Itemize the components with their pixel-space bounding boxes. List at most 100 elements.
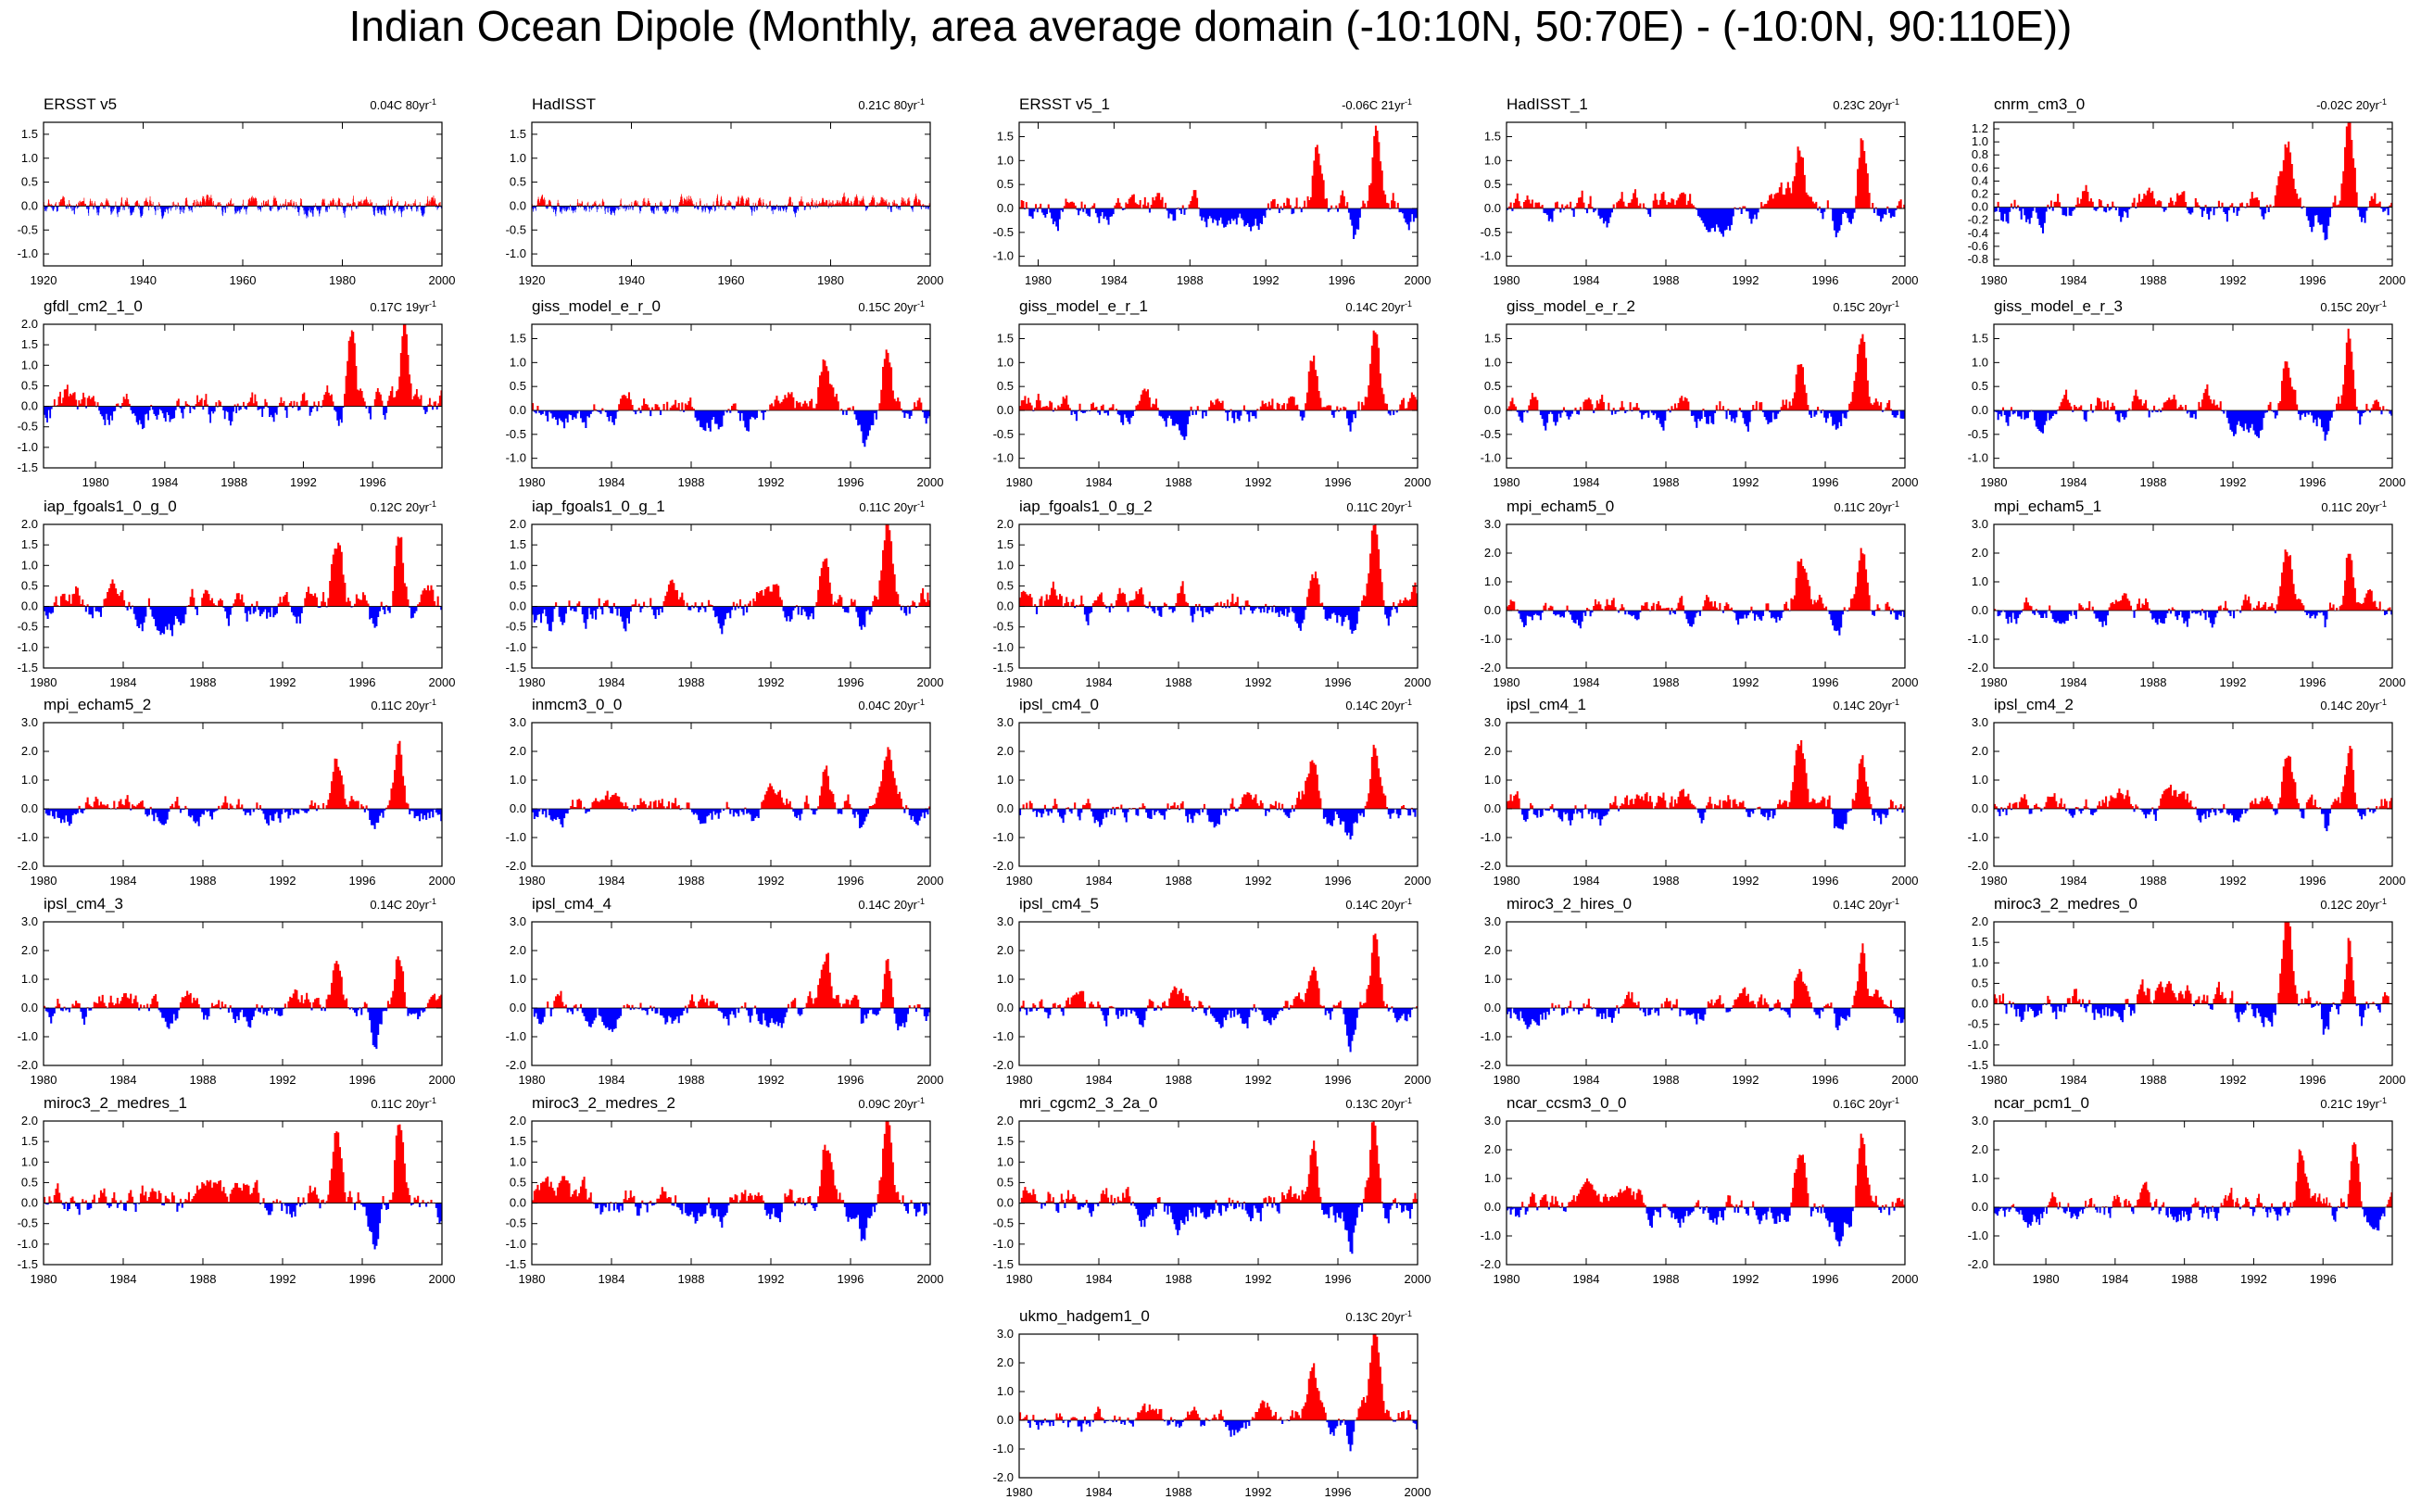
negative-bars [1019, 1203, 1413, 1254]
x-tick-label: 1980 [1494, 1272, 1520, 1286]
x-tick-label: 1980 [329, 273, 356, 287]
panel-stat-exponent: -1 [1892, 897, 1899, 906]
x-tick-label: 1988 [190, 1272, 217, 1286]
x-tick-label: 1980 [31, 874, 57, 888]
y-tick-label: -2.0 [993, 859, 1014, 873]
y-tick-label: 2.0 [997, 943, 1014, 957]
y-tick-label: 0.0 [21, 198, 38, 212]
y-tick-label: 0.5 [1972, 379, 1988, 393]
x-tick-label: 1992 [1733, 1272, 1759, 1286]
y-tick-label: 0.0 [997, 1196, 1014, 1210]
panel-stat: 0.15C 20yr-1 [1833, 299, 1899, 314]
x-tick-label: 1984 [1573, 1272, 1600, 1286]
x-tick-label: 1988 [2140, 475, 2167, 489]
y-tick-label: -0.5 [18, 420, 38, 434]
positive-bars [1994, 745, 2393, 809]
panel-frame [1018, 323, 1419, 469]
y-tick-label: 0.0 [21, 1001, 38, 1014]
panel-title: mri_cgcm2_3_2a_0 [1019, 1094, 1157, 1112]
x-tick-label: 1988 [678, 1272, 705, 1286]
y-tick-label: -1.5 [506, 1257, 526, 1271]
y-tick-label: -1.0 [1481, 1029, 1501, 1043]
panel-stat-exponent: -1 [1405, 897, 1412, 906]
panel-frame [1993, 323, 2393, 469]
y-tick-label: 3.0 [997, 1327, 1014, 1341]
panel-frame [531, 323, 931, 469]
y-tick-label: -0.5 [1968, 1017, 1988, 1031]
y-tick-label: 3.0 [1972, 1114, 1988, 1128]
x-tick-label: 1992 [270, 1073, 296, 1087]
y-tick-label: -0.5 [993, 225, 1014, 239]
y-tick-label: 1.0 [997, 972, 1014, 986]
panel: iap_fgoals1_0_g_0 0.12C 20yr-1 2.0 1.5 1.0 0.… [18, 498, 456, 689]
x-tick-label: 1980 [1981, 1073, 2008, 1087]
panel-title: cnrm_cm3_0 [1994, 95, 2085, 113]
negative-bars [1019, 809, 1419, 840]
x-tick-label: 2000 [429, 1073, 456, 1087]
y-tick-label: 0.5 [21, 1175, 38, 1189]
y-tick-label: 0.0 [1972, 801, 1988, 815]
panel-title: ipsl_cm4_4 [532, 895, 612, 913]
y-tick-label: -0.5 [1968, 427, 1988, 441]
x-tick-label: 2000 [1405, 475, 1431, 489]
x-tick-label: 1988 [678, 1073, 705, 1087]
y-tick-label: -1.0 [506, 1029, 526, 1043]
x-tick-label: 1992 [1245, 1272, 1272, 1286]
x-tick-label: 1996 [838, 1272, 864, 1286]
negative-bars [1518, 611, 1906, 636]
x-tick-label: 1988 [2140, 273, 2167, 287]
y-tick-label: 3.0 [21, 715, 38, 729]
panel-stat: 0.21C 80yr-1 [858, 97, 925, 112]
y-tick-label: 0.0 [21, 599, 38, 613]
panel-frame [1506, 921, 1906, 1066]
positive-bars [1507, 138, 1906, 208]
panel-stat: 0.14C 20yr-1 [858, 897, 925, 912]
y-tick-label: 0.0 [1972, 997, 1988, 1011]
y-tick-label: 2.0 [997, 744, 1014, 758]
y-tick-label: -1.0 [506, 1237, 526, 1251]
panel-stat: 0.15C 20yr-1 [2320, 299, 2387, 314]
x-tick-label: 2000 [2379, 475, 2406, 489]
y-tick-label: 0.5 [997, 379, 1014, 393]
x-tick-label: 1996 [349, 1272, 376, 1286]
negative-bars [1516, 410, 1906, 432]
y-tick-label: -0.6 [1968, 239, 1988, 253]
y-tick-label: -2.0 [506, 1058, 526, 1072]
y-tick-label: -1.5 [1968, 1058, 1988, 1072]
negative-bars [1994, 207, 2389, 241]
x-tick-label: 2000 [429, 273, 456, 287]
y-tick-label: -2.0 [1481, 661, 1501, 674]
x-tick-label: 1984 [110, 1073, 137, 1087]
x-tick-label: 1996 [2300, 273, 2326, 287]
panel-stat-exponent: -1 [2379, 698, 2387, 707]
panel: iap_fgoals1_0_g_2 0.11C 20yr-1 2.0 1.5 1.0 0.… [993, 498, 1431, 689]
y-tick-label: 2.0 [1484, 546, 1501, 560]
negative-bars [1994, 1207, 2386, 1231]
y-tick-label: 1.5 [997, 537, 1014, 551]
x-tick-label: 1992 [758, 1272, 785, 1286]
x-tick-label: 1992 [270, 675, 296, 689]
y-tick-label: 1.2 [1972, 121, 1988, 135]
panel-stat: 0.12C 20yr-1 [2320, 897, 2387, 912]
y-tick-label: -1.0 [18, 246, 38, 260]
x-tick-label: 1996 [359, 475, 386, 489]
negative-bars [44, 1203, 443, 1250]
negative-bars [1521, 809, 1904, 830]
y-tick-label: -0.5 [993, 620, 1014, 634]
y-tick-label: 2.0 [21, 943, 38, 957]
negative-bars [532, 809, 929, 828]
panel-frame [43, 323, 443, 469]
x-tick-label: 2000 [1405, 874, 1431, 888]
positive-bars [78, 740, 410, 809]
x-tick-label: 2000 [917, 273, 944, 287]
y-tick-label: -0.5 [1481, 225, 1501, 239]
x-tick-label: 2000 [429, 874, 456, 888]
x-tick-label: 1980 [817, 273, 844, 287]
x-tick-label: 2000 [2379, 1073, 2406, 1087]
y-tick-label: 0.0 [1972, 1200, 1988, 1214]
panel-title: miroc3_2_medres_0 [1994, 895, 2137, 913]
y-tick-label: 1.5 [510, 1134, 526, 1148]
y-tick-label: 1.0 [1972, 134, 1988, 148]
y-tick-label: 1.0 [510, 972, 526, 986]
x-tick-label: 1996 [2300, 675, 2326, 689]
